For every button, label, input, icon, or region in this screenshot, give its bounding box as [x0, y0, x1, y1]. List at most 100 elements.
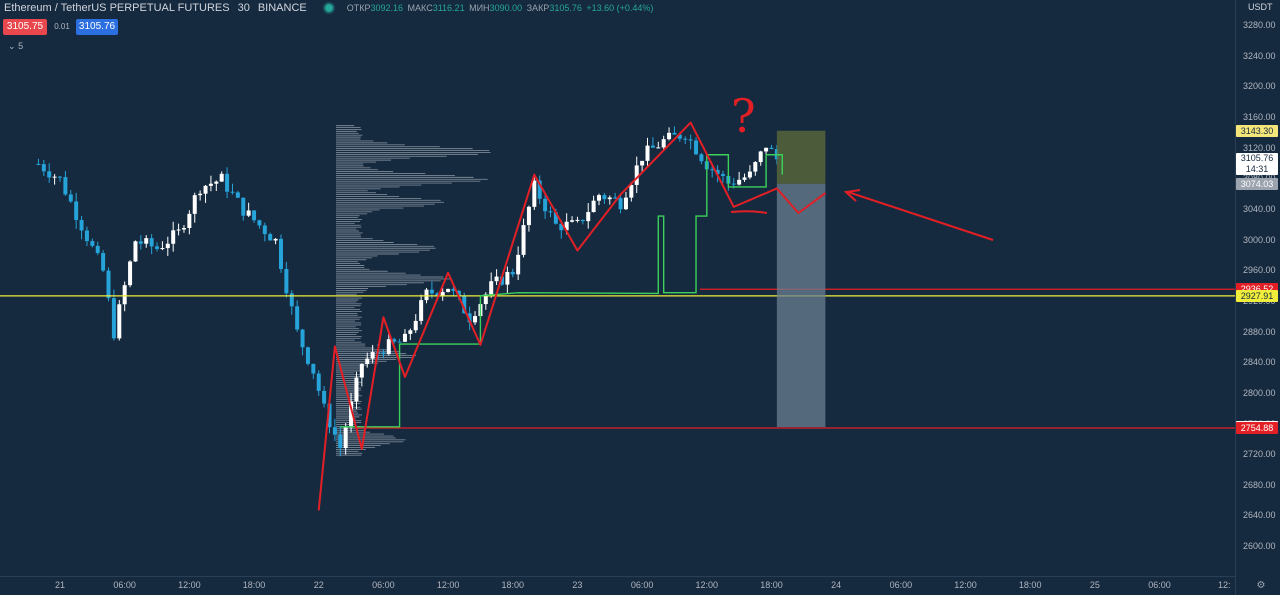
candle-body [278, 238, 283, 269]
price-tick: 3280.00 [1243, 20, 1276, 30]
candle-body [753, 162, 758, 172]
time-tick: 24 [831, 580, 842, 590]
sell-button[interactable]: 3105.75 [3, 19, 47, 35]
last-price-value: 3105.76 [1240, 152, 1274, 163]
time-tick: 06:00 [630, 580, 654, 590]
candle-body [101, 253, 106, 271]
candle-body [634, 165, 639, 185]
ohlc-readout: ОТКР3092.16 МАКС3116.21 МИН3090.00 ЗАКР3… [347, 3, 656, 13]
candle-body [111, 298, 116, 339]
high-label: МАКС [407, 3, 433, 13]
candle-body [365, 358, 370, 365]
price-tick: 3120.00 [1243, 142, 1276, 153]
candle-body [90, 241, 95, 246]
candle-body [305, 347, 310, 364]
settings-icon[interactable]: ⚙ [1256, 580, 1266, 591]
candle-body [268, 234, 273, 241]
candle-body [370, 352, 375, 359]
indicators-toggle[interactable]: ⌄ 5 [8, 41, 23, 52]
candle-body [214, 181, 219, 184]
price-tick: 3160.00 [1243, 111, 1276, 122]
candle-body [462, 296, 467, 314]
candle-body [640, 160, 645, 166]
candle-body [246, 210, 251, 216]
candle-body [451, 288, 456, 291]
candle-body [289, 293, 294, 307]
candle-body [408, 330, 413, 334]
price-tick: 3200.00 [1243, 81, 1276, 92]
candle-body [688, 139, 693, 141]
candle-body [720, 174, 725, 176]
time-tick: 06:00 [1148, 580, 1171, 590]
high-value: 3116.21 [432, 3, 465, 13]
candle-body [176, 229, 181, 231]
candle-body [165, 243, 170, 249]
axis-currency[interactable]: USDT [1248, 2, 1273, 12]
candle-body [769, 147, 774, 149]
candle-body [230, 191, 235, 193]
candle-body [618, 198, 623, 210]
symbol-title[interactable]: Ethereum / TetherUS PERPETUAL FUTURES [4, 2, 230, 14]
candle-body [316, 373, 321, 391]
low-value: 3090.00 [489, 3, 523, 13]
candle-body [79, 219, 84, 231]
price-tick: 2600.00 [1243, 541, 1276, 552]
time-tick: 12:00 [695, 580, 719, 590]
candle-body [354, 377, 359, 402]
candle-body [397, 341, 402, 343]
price-tick: 2960.00 [1243, 265, 1276, 276]
price-tick: 2720.00 [1243, 449, 1276, 460]
candle-body [122, 285, 127, 305]
candle-body [532, 180, 537, 207]
candle-body [273, 238, 278, 241]
exchange-name: BINANCE [257, 2, 307, 14]
time-tick: 06:00 [113, 580, 136, 590]
timeframe[interactable]: 30 [237, 2, 250, 14]
candle-body [192, 195, 197, 214]
candle-body [338, 434, 343, 449]
time-tick: 12:00 [954, 580, 977, 590]
candle-body [548, 211, 553, 213]
close-label: ЗАКР [526, 3, 550, 13]
candle-body [225, 173, 230, 192]
price-tick: 2640.00 [1243, 510, 1276, 521]
time-tick: 21 [54, 580, 66, 590]
time-tick: 18:00 [1018, 580, 1042, 590]
candle-body [483, 294, 488, 305]
price-label-target: 3143.30 [1236, 124, 1278, 137]
candle-body [537, 180, 542, 199]
candle-body [564, 221, 569, 231]
candle-body [591, 200, 596, 213]
low-label: МИН [469, 3, 490, 13]
candle-body [661, 139, 666, 148]
candle-body [95, 245, 100, 254]
chevron-down-icon: ⌄ [8, 41, 16, 51]
candle-body [543, 198, 548, 212]
time-tick: 18:00 [760, 580, 783, 590]
candle-body [343, 427, 348, 449]
candle-body [467, 313, 472, 323]
candle-body [63, 177, 68, 195]
candle-body [505, 271, 510, 285]
time-tick: 12: [1217, 580, 1231, 590]
candle-body [311, 363, 316, 374]
time-tick: 06:00 [372, 580, 395, 590]
buy-button[interactable]: 3105.76 [76, 19, 118, 35]
candle-body [106, 270, 111, 299]
candle-body [764, 147, 769, 152]
candle-body [187, 213, 192, 228]
candle-body [570, 220, 575, 222]
candle-body [219, 173, 224, 182]
time-tick: 22 [313, 580, 324, 590]
candle-body [607, 197, 612, 200]
candle-body [575, 219, 580, 221]
green-step-line [340, 154, 783, 428]
candle-body [300, 329, 305, 348]
candle-body [694, 140, 699, 155]
candle-body [742, 177, 747, 180]
candle-body [235, 192, 240, 198]
candle-body [613, 197, 618, 199]
candle-body [203, 185, 208, 194]
